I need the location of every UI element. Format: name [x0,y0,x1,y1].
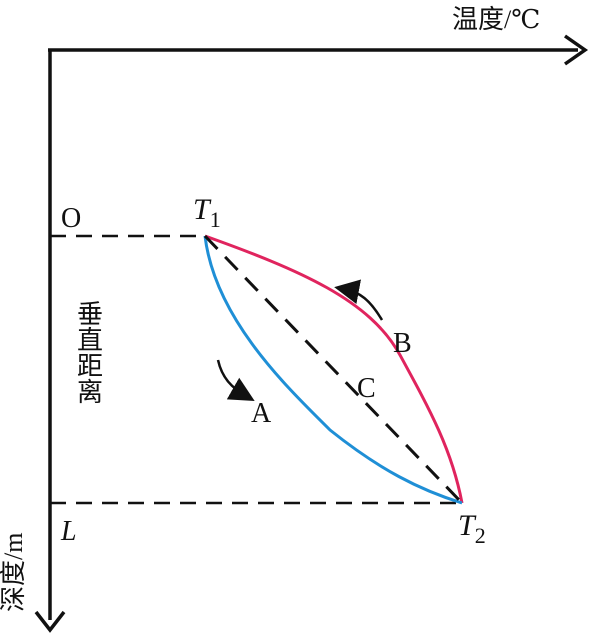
y-axis-label: 深度/m [0,533,28,612]
x-axis-label: 温度/℃ [452,5,540,34]
curve-a-direction-arrow [216,359,255,401]
x-axis-arrowhead [563,34,589,66]
y-axis-arrowhead [34,610,66,633]
curve-c-line [203,234,464,505]
t2-label: T2 [458,509,486,548]
curve-b-direction-arrow [334,279,384,321]
origin-label: O [61,203,81,234]
vertical-distance-label: 垂直距离 [74,300,103,404]
depth-l-label: L [60,516,77,547]
t1-label: T1 [193,193,221,232]
t2-subscript: 2 [475,523,486,548]
curve-a-line [203,235,463,505]
t1-subscript: 1 [210,207,221,232]
curve-c-label: C [357,373,376,404]
curve-b-line [204,234,464,504]
curve-b-label: B [393,328,412,359]
curve-a-label: A [251,398,272,429]
